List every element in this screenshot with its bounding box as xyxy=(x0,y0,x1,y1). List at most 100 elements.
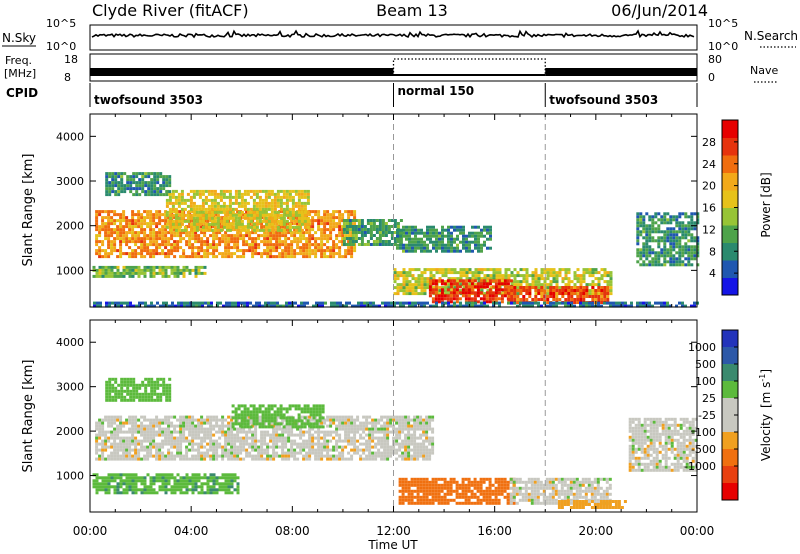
velocity-region-3 xyxy=(92,473,240,495)
time-axis: 00:00 04:00 08:00 12:00 16:00 20:00 00:00 xyxy=(73,524,715,538)
velocity-cbar-swatch-7 xyxy=(722,432,738,450)
power-range-tick-3: 3000 xyxy=(56,175,84,188)
time-tick-4: 12:00 xyxy=(376,524,411,538)
freq-left-tick-top: 18 xyxy=(64,53,78,66)
velocity-cbar-swatch-2 xyxy=(722,347,738,365)
velocity-range-tick-2: 2000 xyxy=(56,425,84,438)
power-region-6 xyxy=(396,225,492,253)
noise-sky-series xyxy=(91,29,695,39)
power-colorbar: 4 8 12 16 20 24 28 xyxy=(702,119,739,296)
cpid-label: CPID xyxy=(6,86,38,100)
freq-band-seg-3 xyxy=(545,68,697,76)
power-region-9 xyxy=(507,286,610,304)
power-region-2 xyxy=(165,189,310,232)
power-cbar-swatch-4 xyxy=(722,225,738,243)
velocity-range-tick-1: 1000 xyxy=(56,470,84,483)
power-cbar-swatch-9 xyxy=(722,137,738,156)
time-tick-5: 16:00 xyxy=(477,524,512,538)
noise-left-tick-top: 10^5 xyxy=(46,17,76,30)
time-tick-7: 00:00 xyxy=(680,524,715,538)
power-cbar-tick-2: 8 xyxy=(709,245,716,258)
power-cbar-tick-5: 20 xyxy=(702,180,716,193)
power-range-tick-1: 1000 xyxy=(56,264,84,277)
cpid-panel: CPID twofsound 3503 normal 150 twofsound 3… xyxy=(6,83,698,107)
frequency-series xyxy=(90,58,697,76)
velocity-region-2 xyxy=(231,404,325,429)
velocity-label-close: ] xyxy=(759,369,773,374)
velocity-region-6 xyxy=(557,500,627,509)
time-axis-label: Time UT xyxy=(367,538,418,552)
power-region-11 xyxy=(93,301,699,308)
velocity-cbar-tick-8: -1000 xyxy=(684,460,716,473)
velocity-cbar-swatch-10 xyxy=(722,483,738,501)
velocity-range-tick-4: 4000 xyxy=(56,336,84,349)
velocity-cbar-tick-5: -25 xyxy=(698,409,716,422)
freq-label-line2: [MHz] xyxy=(4,67,36,80)
velocity-cbar-tick-6: -100 xyxy=(691,426,716,439)
power-region-5 xyxy=(105,172,172,197)
velocity-cbar-swatch-9 xyxy=(722,466,738,484)
velocity-cbar-swatch-6 xyxy=(722,415,738,433)
power-cbar-swatch-8 xyxy=(722,155,738,173)
power-region-8 xyxy=(428,279,513,304)
power-colorbar-label: Power [dB] xyxy=(759,172,773,237)
freq-right-tick-top: 80 xyxy=(708,53,722,66)
velocity-cbar-swatch-3 xyxy=(722,364,738,382)
power-range-axis-label: Slant Range [km] xyxy=(21,154,36,267)
velocity-label-exp: -1 xyxy=(758,374,767,382)
noise-right-tick-bottom: 10^0 xyxy=(708,40,738,53)
velocity-range-tick-3: 3000 xyxy=(56,381,84,394)
power-cbar-swatch-6 xyxy=(722,190,738,208)
velocity-cbar-tick-3: 100 xyxy=(695,375,716,388)
nave-series xyxy=(392,58,546,76)
power-panel: 1000 2000 3000 4000 Slant Range [km] xyxy=(21,113,700,308)
cpid-segment-3: twofsound 3503 xyxy=(549,93,658,107)
cpid-segment-2: normal 150 xyxy=(398,84,475,98)
velocity-region-7 xyxy=(628,417,698,472)
power-cbar-swatch-5 xyxy=(722,207,738,226)
cpid-segment-1: twofsound 3503 xyxy=(94,93,203,107)
noise-panel: N.Sky 10^5 10^0 10^5 10^0 N.Search xyxy=(2,17,798,53)
velocity-label-unit: [m s xyxy=(759,382,773,408)
freq-left-tick-bottom: 8 xyxy=(64,71,71,84)
velocity-cbar-tick-4: 25 xyxy=(702,392,716,405)
time-tick-3: 08:00 xyxy=(275,524,310,538)
nave-label: Nave xyxy=(750,64,778,77)
beam-title: Beam 13 xyxy=(376,1,448,20)
velocity-range-axis-label: Slant Range [km] xyxy=(21,360,36,473)
power-range-tick-2: 2000 xyxy=(56,220,84,233)
time-tick-6: 20:00 xyxy=(579,524,614,538)
freq-band-seg-2 xyxy=(393,74,546,76)
freq-band-seg-1 xyxy=(90,68,394,76)
power-cbar-tick-7: 28 xyxy=(702,136,716,149)
velocity-colorbar-label: Velocity [m s-1] xyxy=(758,369,773,461)
power-cbar-tick-1: 4 xyxy=(709,267,716,280)
velocity-region-8 xyxy=(105,377,172,402)
date-title: 06/Jun/2014 xyxy=(611,1,708,20)
velocity-cbar-swatch-1 xyxy=(722,330,738,348)
noise-right-label: N.Search xyxy=(744,29,798,43)
power-cbar-tick-3: 12 xyxy=(702,223,716,236)
velocity-cbar-tick-1: 1000 xyxy=(688,341,716,354)
power-cbar-swatch-2 xyxy=(722,260,738,278)
frequency-panel: Freq. [MHz] 18 8 80 0 Nave xyxy=(4,53,778,84)
velocity-cbar-swatch-5 xyxy=(722,398,738,416)
noise-left-tick-bottom: 10^0 xyxy=(46,40,76,53)
station-title: Clyde River (fitACF) xyxy=(92,1,249,20)
power-region-10 xyxy=(636,212,700,267)
noise-right-tick-top: 10^5 xyxy=(708,17,738,30)
power-cbar-swatch-1 xyxy=(722,277,738,296)
velocity-colorbar: 1000 500 100 25 -25 -100 -500 -1000 xyxy=(684,329,739,501)
time-tick-2: 04:00 xyxy=(174,524,209,538)
power-region-4 xyxy=(342,219,403,246)
power-cbar-swatch-3 xyxy=(722,242,738,261)
velocity-panel: 1000 2000 3000 4000 Slant Range [km] xyxy=(21,319,698,513)
time-tick-1: 00:00 xyxy=(73,524,108,538)
power-cbar-swatch-7 xyxy=(722,172,738,191)
power-region-3 xyxy=(92,265,207,278)
power-cbar-tick-4: 16 xyxy=(702,202,716,215)
power-cbar-tick-6: 24 xyxy=(702,158,716,171)
velocity-cbar-swatch-8 xyxy=(722,449,738,467)
velocity-cbar-tick-2: 500 xyxy=(695,358,716,371)
